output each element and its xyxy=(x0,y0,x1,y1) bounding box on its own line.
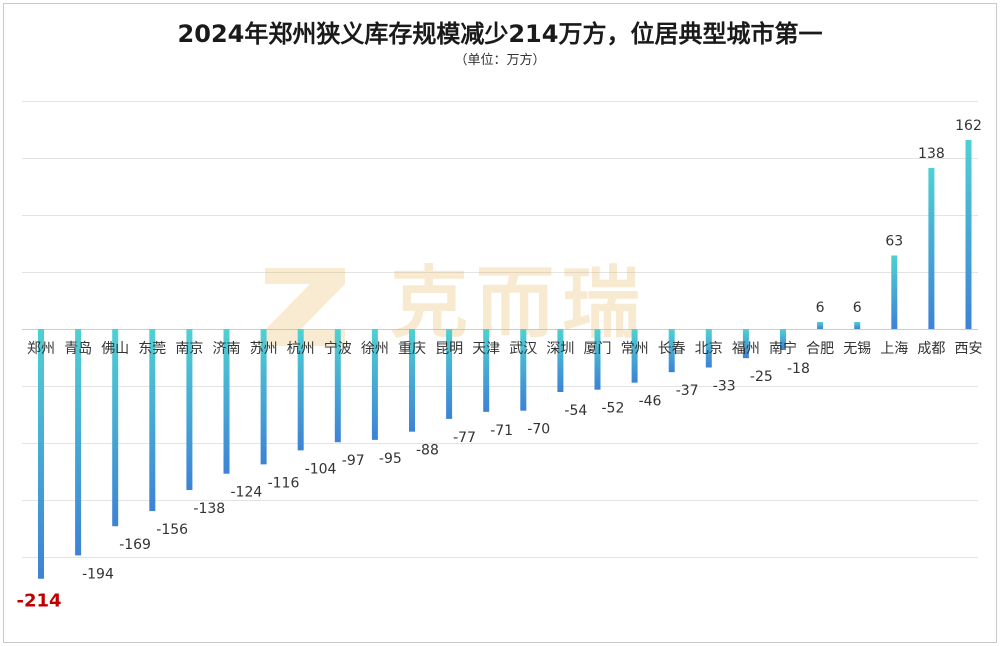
data-label: -77 xyxy=(453,430,476,446)
watermark: 克而瑞 xyxy=(265,259,648,349)
data-label: -194 xyxy=(82,566,114,582)
bar-福州 xyxy=(742,329,749,359)
category-label: 深圳 xyxy=(546,341,574,357)
data-label: -104 xyxy=(305,461,337,477)
bar-成都 xyxy=(928,167,935,329)
category-label: 重庆 xyxy=(398,341,426,357)
bar-南宁 xyxy=(780,329,786,351)
data-label: -70 xyxy=(527,422,550,438)
category-label: 北京 xyxy=(695,341,723,357)
watermark-text: 克而瑞 xyxy=(390,259,648,349)
bar-天津 xyxy=(483,329,490,412)
bar-北京 xyxy=(705,329,712,368)
category-label: 南宁 xyxy=(769,340,797,357)
chart-title: 2024年郑州狭义库存规模减少214万方，位居典型城市第一 xyxy=(177,20,823,48)
category-label: 长春 xyxy=(658,341,686,357)
category-label: 成都 xyxy=(917,341,945,357)
data-label: -116 xyxy=(268,475,300,491)
data-label: -71 xyxy=(490,423,513,439)
category-label: 东莞 xyxy=(138,341,166,357)
data-label: -95 xyxy=(379,451,402,467)
category-label: 厦门 xyxy=(584,341,612,357)
category-label: 无锡 xyxy=(843,341,871,357)
category-label: 天津 xyxy=(472,341,500,357)
category-label: 杭州 xyxy=(287,341,315,357)
data-label: -52 xyxy=(602,401,625,417)
data-label: -18 xyxy=(787,361,810,377)
bar-佛山 xyxy=(112,329,119,527)
category-label: 青岛 xyxy=(64,341,92,357)
bar-徐州 xyxy=(371,329,378,440)
category-label: 郑州 xyxy=(27,341,55,357)
bar-长春 xyxy=(668,329,675,373)
data-label: 162 xyxy=(955,118,982,134)
category-label: 西安 xyxy=(955,341,983,357)
category-label: 武汉 xyxy=(509,341,537,357)
bar-深圳 xyxy=(557,329,564,393)
category-label: 常州 xyxy=(621,341,649,357)
category-label: 上海 xyxy=(880,341,908,357)
watermark-logo-icon xyxy=(265,268,345,346)
bar-武汉 xyxy=(520,329,527,411)
bar-苏州 xyxy=(260,329,267,465)
bar-合肥 xyxy=(817,321,824,329)
bar-无锡 xyxy=(854,321,861,329)
bar-西安 xyxy=(965,139,972,329)
category-label: 南京 xyxy=(175,341,203,357)
category-label: 徐州 xyxy=(361,341,389,357)
data-label: -138 xyxy=(193,501,225,517)
bar-青岛 xyxy=(75,329,82,556)
bar-济南 xyxy=(223,329,230,474)
data-label: 6 xyxy=(816,300,825,316)
category-label: 济南 xyxy=(213,341,241,357)
category-label: 福州 xyxy=(732,341,760,357)
data-label: -124 xyxy=(231,485,263,501)
data-label: -88 xyxy=(416,443,439,459)
chart-frame xyxy=(3,3,997,643)
bar-重庆 xyxy=(409,329,415,432)
data-label: 138 xyxy=(918,146,945,162)
bar-郑州 xyxy=(38,329,44,579)
data-label: -214 xyxy=(16,591,61,612)
data-label: -37 xyxy=(676,383,699,399)
data-label: -156 xyxy=(156,522,188,538)
data-label: -25 xyxy=(750,369,773,385)
data-label: -33 xyxy=(713,379,736,395)
data-label: -54 xyxy=(564,403,587,419)
bar-上海 xyxy=(891,255,898,329)
bar-东莞 xyxy=(149,329,156,512)
data-label: -46 xyxy=(639,394,662,410)
bar-常州 xyxy=(631,329,638,383)
bar-昆明 xyxy=(446,329,453,419)
category-label: 宁波 xyxy=(324,340,352,357)
chart-subtitle: （单位：万方） xyxy=(454,53,546,68)
data-label: 63 xyxy=(885,233,903,249)
data-label: -97 xyxy=(342,453,365,469)
category-label: 苏州 xyxy=(250,341,278,357)
data-label: 6 xyxy=(853,300,862,316)
category-label: 合肥 xyxy=(806,341,834,357)
category-label: 昆明 xyxy=(435,341,463,357)
bar-厦门 xyxy=(594,329,601,390)
bar-南京 xyxy=(186,329,193,491)
bar-杭州 xyxy=(297,329,304,451)
category-label: 佛山 xyxy=(101,341,129,357)
data-label: -169 xyxy=(119,537,151,553)
bar-宁波 xyxy=(334,329,341,443)
